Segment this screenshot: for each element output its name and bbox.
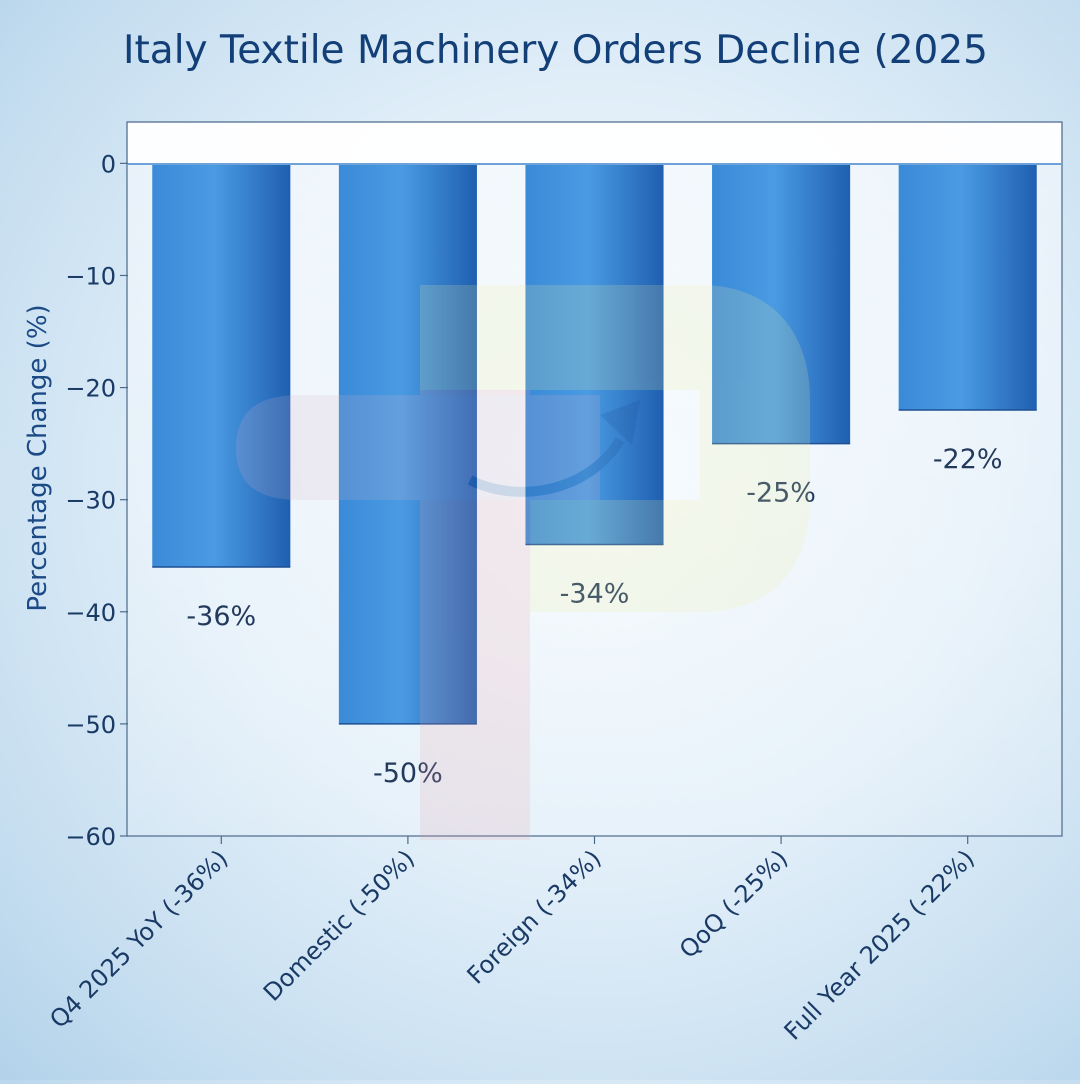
data-label: -50% — [373, 758, 443, 789]
x-tick-label: Q4 2025 YoY (-36%) — [44, 844, 233, 1033]
y-axis-label: Percentage Change (%) — [23, 304, 53, 611]
y-tick-label: −10 — [65, 262, 116, 290]
watermark-logo — [236, 285, 810, 840]
bar — [898, 163, 1037, 410]
bar — [152, 163, 291, 567]
chart-title: Italy Textile Machinery Orders Decline (… — [123, 28, 988, 73]
x-tick-label: Foreign (-34%) — [462, 844, 607, 989]
data-label: -36% — [186, 601, 256, 632]
y-tick-label: −40 — [65, 599, 116, 627]
bar — [525, 163, 664, 545]
plot-top-band — [128, 123, 1061, 163]
x-tick-label: QoQ (-25%) — [674, 844, 793, 963]
bar — [338, 163, 477, 724]
x-tick-label: Full Year 2025 (-22%) — [779, 844, 980, 1045]
y-axis-ticks: 0 −10 −20 −30 −40 −50 −60 — [65, 150, 128, 851]
bars-layer — [152, 163, 1037, 725]
x-tick-label: Domestic (-50%) — [258, 844, 420, 1006]
data-labels: -36% -50% -34% -25% -22% — [186, 444, 1002, 789]
x-axis-ticks: Q4 2025 YoY (-36%) Domestic (-50%) Foreign… — [44, 836, 980, 1046]
data-label: -25% — [746, 478, 816, 509]
data-label: -22% — [933, 444, 1003, 475]
y-tick-label: −20 — [65, 375, 116, 403]
y-tick-label: 0 — [101, 150, 116, 178]
data-label: -34% — [560, 579, 630, 610]
y-tick-label: −50 — [65, 711, 116, 739]
bar — [712, 163, 851, 444]
y-tick-label: −60 — [65, 823, 116, 851]
y-tick-label: −30 — [65, 487, 116, 515]
